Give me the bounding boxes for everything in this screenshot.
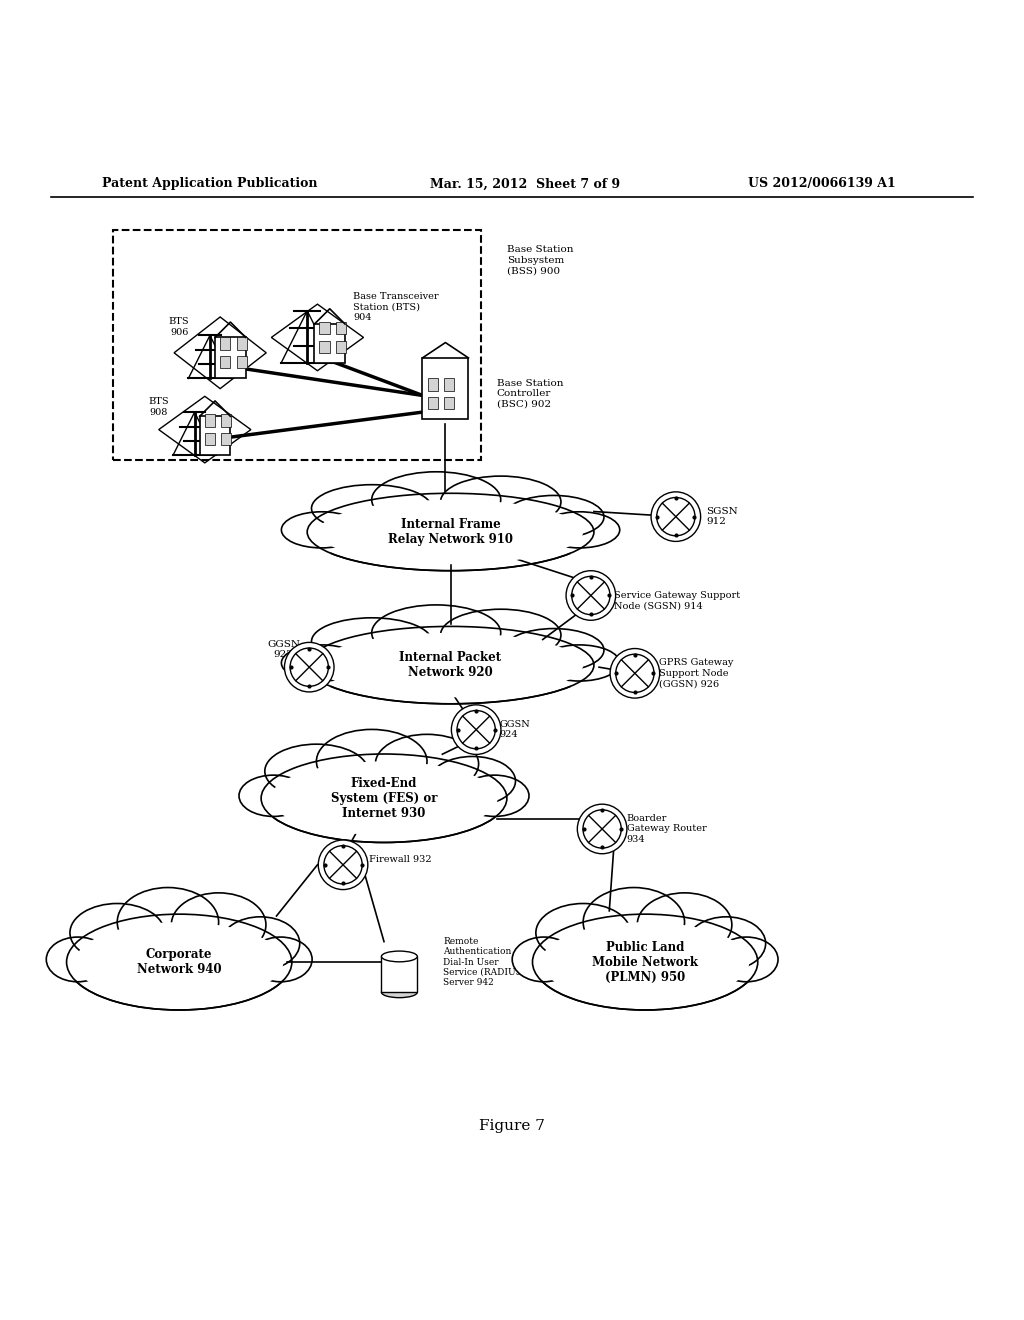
Ellipse shape [70, 903, 165, 962]
Ellipse shape [67, 915, 292, 1010]
Text: GGSN
924: GGSN 924 [500, 719, 530, 739]
Text: Boarder
Gateway Router
934: Boarder Gateway Router 934 [627, 814, 707, 843]
Ellipse shape [46, 937, 110, 982]
Ellipse shape [460, 775, 529, 817]
Bar [314, 325, 345, 363]
Text: SGSN
912: SGSN 912 [707, 507, 738, 527]
Ellipse shape [381, 952, 418, 962]
Circle shape [457, 710, 496, 748]
Circle shape [452, 705, 501, 755]
Ellipse shape [532, 915, 758, 1010]
Ellipse shape [372, 605, 501, 661]
Bar [221, 414, 231, 426]
Text: Internal Frame
Relay Network 910: Internal Frame Relay Network 910 [388, 517, 513, 546]
Ellipse shape [440, 610, 561, 661]
Ellipse shape [372, 471, 501, 528]
Text: Figure 7: Figure 7 [479, 1119, 545, 1133]
Ellipse shape [687, 917, 766, 970]
Ellipse shape [376, 734, 478, 793]
Text: US 2012/0066139 A1: US 2012/0066139 A1 [748, 177, 895, 190]
Ellipse shape [536, 903, 631, 962]
Text: GGSN
922: GGSN 922 [267, 640, 300, 660]
Ellipse shape [270, 762, 498, 836]
Ellipse shape [311, 484, 432, 532]
Bar [319, 322, 330, 334]
Text: BTS
908: BTS 908 [148, 397, 169, 417]
Text: GPRS Gateway
Support Node
(GGSN) 926: GPRS Gateway Support Node (GGSN) 926 [659, 659, 734, 688]
Text: Base Station
Subsystem
(BSS) 900: Base Station Subsystem (BSS) 900 [507, 246, 573, 275]
Ellipse shape [75, 923, 284, 1002]
Circle shape [656, 498, 695, 536]
Bar [215, 338, 246, 379]
Ellipse shape [504, 495, 604, 539]
Bar [200, 416, 230, 455]
Ellipse shape [584, 887, 684, 957]
Circle shape [615, 655, 654, 693]
Ellipse shape [317, 632, 584, 697]
Text: Base Station
Controller
(BSC) 902: Base Station Controller (BSC) 902 [497, 379, 563, 409]
Ellipse shape [239, 775, 308, 817]
Ellipse shape [307, 627, 594, 704]
Bar [237, 338, 247, 350]
Text: Firewall 932: Firewall 932 [369, 855, 431, 865]
Text: Fixed-End
System (FES) or
Internet 930: Fixed-End System (FES) or Internet 930 [331, 776, 437, 820]
Bar [237, 356, 247, 368]
Ellipse shape [541, 923, 750, 1002]
Ellipse shape [311, 618, 432, 665]
Bar [428, 379, 438, 391]
Ellipse shape [540, 512, 620, 548]
Ellipse shape [317, 500, 584, 564]
Ellipse shape [171, 892, 266, 957]
Ellipse shape [282, 645, 361, 681]
Bar [444, 379, 455, 391]
Text: Public Land
Mobile Network
(PLMN) 950: Public Land Mobile Network (PLMN) 950 [592, 941, 698, 983]
Bar [336, 322, 346, 334]
Bar [221, 433, 231, 445]
Bar [319, 341, 330, 352]
Ellipse shape [512, 937, 575, 982]
Bar [381, 957, 418, 993]
Ellipse shape [261, 754, 507, 842]
Ellipse shape [221, 917, 300, 970]
Text: Internal Packet
Network 920: Internal Packet Network 920 [399, 651, 502, 678]
Text: Corporate
Network 940: Corporate Network 940 [137, 948, 221, 975]
Ellipse shape [540, 645, 620, 681]
Text: Service Gateway Support
Node (SGSN) 914: Service Gateway Support Node (SGSN) 914 [614, 591, 740, 610]
Bar [220, 356, 230, 368]
Ellipse shape [381, 987, 418, 998]
Circle shape [318, 840, 368, 890]
Bar [205, 414, 215, 426]
Ellipse shape [429, 756, 515, 805]
Circle shape [290, 648, 329, 686]
Ellipse shape [249, 937, 312, 982]
Bar [205, 433, 215, 445]
Ellipse shape [117, 887, 218, 957]
Ellipse shape [316, 730, 427, 793]
Ellipse shape [282, 512, 361, 548]
Circle shape [571, 577, 610, 615]
Text: Patent Application Publication: Patent Application Publication [102, 177, 317, 190]
Circle shape [324, 846, 362, 884]
Bar [422, 358, 468, 420]
Bar [336, 341, 346, 352]
Ellipse shape [504, 628, 604, 672]
Ellipse shape [265, 744, 368, 799]
Ellipse shape [715, 937, 778, 982]
Bar [220, 338, 230, 350]
Text: Remote
Authentication
Dial-In User
Service (RADIUS)
Server 942: Remote Authentication Dial-In User Servi… [443, 937, 525, 987]
Bar [444, 397, 455, 409]
Circle shape [566, 570, 615, 620]
Ellipse shape [307, 494, 594, 570]
Ellipse shape [440, 477, 561, 528]
Circle shape [651, 492, 700, 541]
Ellipse shape [637, 892, 732, 957]
Circle shape [285, 643, 334, 692]
Circle shape [583, 809, 622, 849]
Text: BTS
906: BTS 906 [169, 318, 189, 337]
Text: Mar. 15, 2012  Sheet 7 of 9: Mar. 15, 2012 Sheet 7 of 9 [430, 177, 621, 190]
Text: Base Transceiver
Station (BTS)
904: Base Transceiver Station (BTS) 904 [353, 292, 439, 322]
Circle shape [610, 648, 659, 698]
Bar [428, 397, 438, 409]
Circle shape [578, 804, 627, 854]
